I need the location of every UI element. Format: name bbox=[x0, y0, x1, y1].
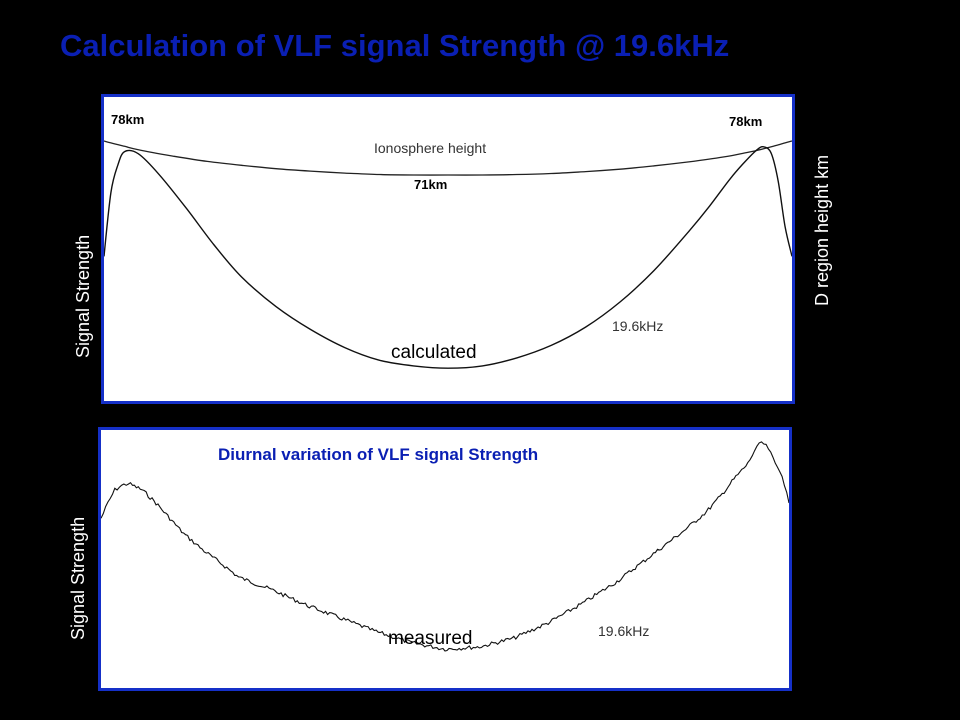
page-title: Calculation of VLF signal Strength @ 19.… bbox=[60, 28, 730, 63]
frequency-label-top: 19.6kHz bbox=[612, 318, 663, 334]
measured-caption: measured bbox=[388, 628, 473, 649]
y2-axis-label: D region height km bbox=[812, 154, 832, 306]
y-axis-label-top: Signal Strength bbox=[73, 234, 93, 358]
height-label-left: 78km bbox=[111, 112, 144, 127]
ionosphere-label: Ionosphere height bbox=[374, 140, 486, 156]
measured-signal-line bbox=[101, 441, 789, 652]
height-label-right: 78km bbox=[729, 114, 762, 129]
measured-chart-title: Diurnal variation of VLF signal Strength bbox=[218, 445, 538, 464]
calculated-caption: calculated bbox=[391, 342, 477, 363]
calculated-chart-panel: 78km 78km 71km Ionosphere height 19.6kHz calc… bbox=[101, 94, 795, 404]
calculated-signal-line bbox=[104, 145, 792, 369]
calculated-chart: 78km 78km 71km Ionosphere height 19.6kHz calc… bbox=[104, 112, 792, 369]
measured-chart-panel: Diurnal variation of VLF signal Strength… bbox=[98, 427, 792, 691]
frequency-label-bottom: 19.6kHz bbox=[598, 623, 649, 639]
ionosphere-height-line bbox=[104, 140, 792, 176]
y-axis-label-bottom: Signal Strength bbox=[68, 516, 88, 640]
height-label-min: 71km bbox=[414, 177, 447, 192]
measured-chart: Diurnal variation of VLF signal Strength… bbox=[101, 441, 789, 652]
